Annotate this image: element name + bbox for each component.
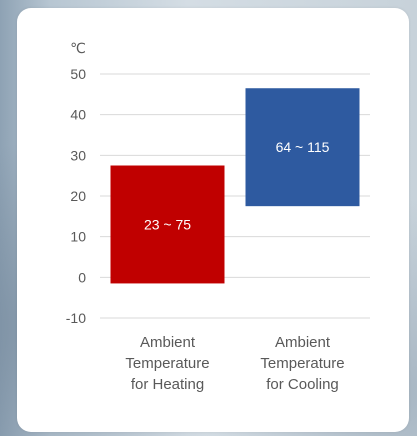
bar-data-label: 23 ~ 75 xyxy=(144,216,191,232)
x-category-label: Ambient xyxy=(140,334,196,351)
y-tick-label: 30 xyxy=(70,147,86,163)
x-category-label: for Cooling xyxy=(266,376,339,393)
bars: 23 ~ 75 64 ~ 115 xyxy=(110,88,360,284)
x-category-label: Temperature xyxy=(260,355,344,372)
y-axis-ticks: -10 0 10 20 30 40 50 xyxy=(66,66,86,326)
x-category-label: Temperature xyxy=(125,355,209,372)
x-axis-categories: Ambient Temperature for Heating Ambient Temp… xyxy=(125,334,344,393)
y-tick-label: 20 xyxy=(70,188,86,204)
y-tick-label: 10 xyxy=(70,229,86,245)
y-tick-label: 40 xyxy=(70,107,86,123)
y-tick-label: -10 xyxy=(66,310,86,326)
x-category-label: for Heating xyxy=(131,376,204,393)
range-bar xyxy=(245,88,360,207)
bar-data-label: 64 ~ 115 xyxy=(276,139,330,155)
range-bar xyxy=(110,165,225,284)
y-tick-label: 50 xyxy=(70,66,86,82)
y-axis-unit-label: ℃ xyxy=(70,40,86,56)
x-category-label: Ambient xyxy=(275,334,331,351)
y-tick-label: 0 xyxy=(78,269,86,285)
